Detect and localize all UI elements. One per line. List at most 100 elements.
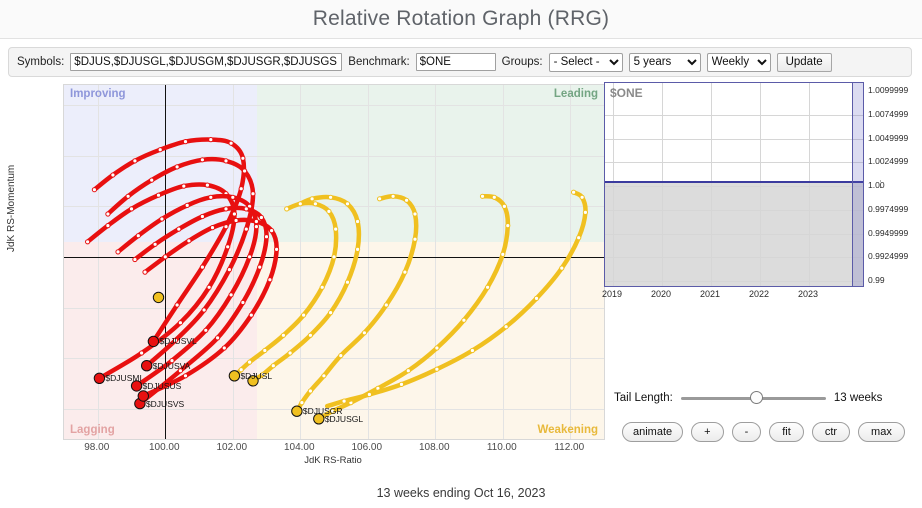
grid-line-h [64, 206, 604, 207]
trail-point [230, 194, 236, 200]
grid-line-v [368, 85, 369, 439]
trail-point [479, 193, 486, 199]
trail-point [485, 284, 491, 290]
trail-point [132, 158, 138, 164]
trail-point [132, 256, 138, 263]
trail-point [341, 398, 347, 404]
trail-point [182, 373, 189, 379]
quadrant-improving [64, 85, 257, 243]
trail-point [182, 139, 189, 145]
series-point-label: $DJUSVS [145, 398, 185, 409]
chart-button--[interactable]: - [731, 422, 762, 442]
trail-point [223, 158, 229, 164]
trail-point [434, 366, 440, 372]
chart-button-+[interactable]: + [691, 422, 724, 442]
trail-point [412, 211, 418, 217]
chart-button-ctr[interactable]: ctr [811, 422, 851, 442]
benchmark-selection-band[interactable] [852, 83, 863, 286]
trail-point [135, 233, 141, 239]
trail-point [155, 192, 162, 198]
trail-point [176, 226, 182, 232]
trail-point [149, 177, 155, 183]
trail-line [105, 156, 256, 368]
rrg-plot-area[interactable]: $DJUSVL $DJUSVA $DJUSMI $DJUSL $DJUSUS $DJUSV… [63, 84, 605, 440]
symbols-label: Symbols: [17, 56, 65, 68]
grid-line-v [435, 85, 436, 439]
chart-button-max[interactable]: max [858, 422, 905, 442]
benchmark-y-tick: 1.0074999 [868, 108, 909, 119]
benchmark-symbol-label: $ONE [610, 86, 643, 100]
trail-point [461, 317, 467, 323]
trail-point [501, 203, 507, 210]
trail-head-marker[interactable] [247, 375, 259, 387]
trail-point [186, 238, 192, 244]
trail-point [177, 368, 184, 374]
quadrant-label-improving: Improving [70, 88, 126, 100]
controls-toolbar: Symbols: Benchmark: Groups: - Select - 5… [8, 47, 912, 77]
rrg-chart: JdK RS-Momentum 103.00102.00101.00100.00… [6, 82, 605, 472]
benchmark-plot-area[interactable]: $ONE [604, 82, 864, 287]
trail-point [280, 332, 286, 338]
slider-knob[interactable] [750, 391, 764, 404]
trail-point [248, 312, 254, 318]
trail-head-marker[interactable] [93, 372, 106, 384]
trail-head-marker[interactable] [137, 390, 150, 402]
series-point-label: $DJUSGR [302, 406, 343, 417]
trail-point [309, 196, 315, 202]
trail-point [571, 189, 577, 195]
trail-point [231, 211, 237, 217]
trail-point [242, 168, 248, 174]
trail-point [201, 307, 207, 313]
tail-length-control: Tail Length: 13 weeks [614, 388, 914, 408]
trail-point [105, 211, 111, 217]
trail-head-marker[interactable] [291, 405, 303, 417]
benchmark-grid-h [605, 234, 863, 235]
frequency-select[interactable]: Weekly [706, 52, 771, 72]
trail-head-marker[interactable] [228, 370, 241, 382]
x-tick-label: 106.00 [351, 442, 383, 453]
trail-head-marker[interactable] [152, 291, 165, 304]
trail-point [253, 218, 259, 225]
grid-line-h [64, 105, 604, 106]
trail-head-marker[interactable] [147, 335, 160, 348]
series-point-label: $DJUSVA [152, 360, 191, 371]
trail-head-marker[interactable] [130, 380, 143, 392]
trail-point [301, 312, 307, 318]
trail-point [307, 332, 313, 338]
benchmark-level-line [605, 181, 863, 184]
trail-point [240, 155, 246, 161]
trail-head-marker[interactable] [313, 413, 325, 425]
rrg-trails [85, 137, 589, 425]
benchmark-drag-handle[interactable]: ⋮ [876, 179, 886, 189]
chart-button-animate[interactable]: animate [622, 422, 684, 442]
benchmark-grid-h [605, 281, 863, 282]
trail-point [157, 147, 163, 153]
benchmark-y-tick: 0.99 [868, 275, 885, 285]
trail-point [267, 277, 273, 283]
x-tick-label: 110.00 [486, 442, 517, 453]
period-select[interactable]: 5 years [628, 52, 701, 72]
benchmark-y-tick: 1.0049999 [868, 132, 909, 143]
quadrant-label-leading: Leading [553, 88, 598, 100]
symbols-input[interactable] [70, 53, 343, 71]
trail-point [355, 246, 361, 252]
x-tick-label: 108.00 [418, 442, 450, 453]
chart-button-fit[interactable]: fit [769, 422, 804, 442]
benchmark-shaded-region [605, 181, 863, 286]
trail-point [139, 350, 145, 356]
title-bar: Relative Rotation Graph (RRG) [0, 0, 922, 39]
trail-line [316, 193, 511, 422]
groups-select[interactable]: - Select - [548, 52, 623, 72]
grid-line-v [503, 85, 504, 439]
trail-point [91, 187, 97, 193]
trail-point [250, 191, 256, 197]
quadrant-label-weakening: Weakening [537, 424, 599, 436]
trail-point [159, 216, 165, 222]
update-button[interactable]: Update [776, 52, 832, 72]
trail-head-marker[interactable] [141, 360, 153, 372]
trail-point [269, 228, 275, 234]
tail-length-slider[interactable] [680, 391, 826, 405]
trail-point [366, 391, 372, 398]
trail-point [208, 137, 214, 143]
benchmark-input[interactable] [415, 53, 496, 71]
